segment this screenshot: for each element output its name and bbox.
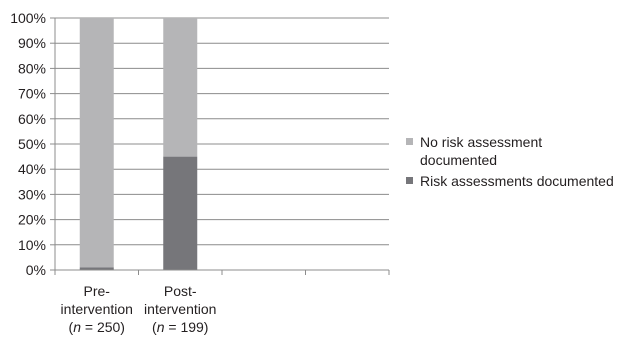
bar-segment [163,156,198,270]
bar-segment [79,18,114,268]
y-tick-label: 50% [18,136,46,152]
y-tick-label: 80% [18,60,46,76]
legend: No risk assessment documented Risk assessm… [406,134,614,189]
x-category-label: intervention [144,301,216,317]
x-category-labels: Pre-intervention (n = 250) Post-interventi… [61,283,217,335]
y-tick-label: 40% [18,161,46,177]
y-tick-labels: 0% 10% 20% 30% 40% 50% 60% 70% 80% 90% 100% [10,10,46,278]
x-category-sample-size: (n = 250) [69,319,125,335]
legend-swatch [406,177,413,184]
x-category-label: intervention [61,301,133,317]
x-category-sample-size: (n = 199) [152,319,208,335]
y-tick-label: 0% [26,262,46,278]
y-tick-label: 90% [18,35,46,51]
bar-segment [79,267,114,270]
legend-label: No risk assessment [420,134,542,150]
axes [50,17,390,275]
bar-segment [163,18,198,157]
y-tick-label: 10% [18,237,46,253]
y-tick-label: 60% [18,111,46,127]
legend-label: Risk assessments documented [420,173,614,189]
y-tick-label: 70% [18,86,46,102]
x-category-label: Post- [164,283,197,299]
x-category-label: Pre- [84,283,111,299]
y-tick-label: 30% [18,186,46,202]
legend-label: documented [420,152,497,168]
legend-swatch [406,138,413,145]
y-tick-label: 100% [10,10,46,26]
bars [79,18,198,270]
y-tick-label: 20% [18,212,46,228]
